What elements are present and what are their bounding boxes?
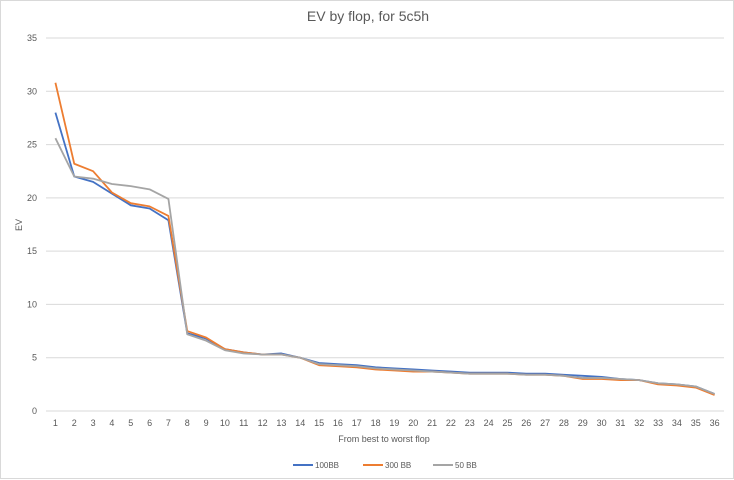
x-tick-label: 36: [710, 418, 720, 428]
y-tick-label: 15: [27, 246, 37, 256]
x-tick-label: 30: [597, 418, 607, 428]
x-tick-label: 14: [295, 418, 305, 428]
x-tick-label: 25: [502, 418, 512, 428]
series-line-1: [54, 82, 715, 396]
y-tick-label: 10: [27, 299, 37, 309]
series-line-0: [54, 112, 715, 395]
x-tick-label: 9: [204, 418, 209, 428]
x-axis-ticks: 1 2 3 4 5 6 7 8 9 10 11 12 13 14 15 16 17 18 19 20 21 22 23 24 2…: [53, 418, 720, 428]
x-tick-label: 20: [408, 418, 418, 428]
x-tick-label: 33: [653, 418, 663, 428]
y-tick-label: 30: [27, 86, 37, 96]
x-tick-label: 31: [615, 418, 625, 428]
legend-entry: 300 BB: [385, 461, 411, 470]
x-tick-label: 22: [446, 418, 456, 428]
series-line-2: [54, 137, 715, 395]
x-tick-label: 6: [147, 418, 152, 428]
gridlines: [46, 37, 724, 412]
x-tick-label: 8: [185, 418, 190, 428]
x-tick-label: 21: [427, 418, 437, 428]
y-axis-label: EV: [14, 219, 24, 231]
series-lines: [54, 82, 715, 396]
x-tick-label: 15: [314, 418, 324, 428]
chart-title: EV by flop, for 5c5h: [307, 8, 429, 24]
x-tick-label: 12: [258, 418, 268, 428]
y-tick-label: 5: [32, 353, 37, 363]
x-tick-label: 32: [634, 418, 644, 428]
x-tick-label: 17: [352, 418, 362, 428]
x-tick-label: 28: [559, 418, 569, 428]
x-tick-label: 19: [389, 418, 399, 428]
x-tick-label: 26: [521, 418, 531, 428]
y-axis-ticks: 0 5 10 15 20 25 30 35: [27, 33, 37, 416]
x-tick-label: 1: [53, 418, 58, 428]
x-tick-label: 29: [578, 418, 588, 428]
x-tick-label: 4: [109, 418, 114, 428]
x-tick-label: 2: [72, 418, 77, 428]
x-axis-label: From best to worst flop: [338, 434, 430, 444]
y-tick-label: 20: [27, 193, 37, 203]
x-tick-label: 11: [239, 418, 248, 428]
x-tick-label: 10: [220, 418, 230, 428]
x-tick-label: 34: [672, 418, 682, 428]
x-tick-label: 16: [333, 418, 343, 428]
x-tick-label: 13: [276, 418, 286, 428]
legend-entry: 50 BB: [455, 461, 477, 470]
y-tick-label: 35: [27, 33, 37, 43]
legend: 100BB 300 BB 50 BB: [293, 461, 477, 470]
x-tick-label: 18: [371, 418, 381, 428]
x-tick-label: 3: [91, 418, 96, 428]
y-tick-label: 0: [32, 406, 37, 416]
y-tick-label: 25: [27, 140, 37, 150]
x-tick-label: 35: [691, 418, 701, 428]
x-tick-label: 24: [484, 418, 494, 428]
x-tick-label: 27: [540, 418, 550, 428]
x-tick-label: 5: [128, 418, 133, 428]
x-tick-label: 7: [166, 418, 171, 428]
x-tick-label: 23: [465, 418, 475, 428]
legend-entry: 100BB: [315, 461, 339, 470]
